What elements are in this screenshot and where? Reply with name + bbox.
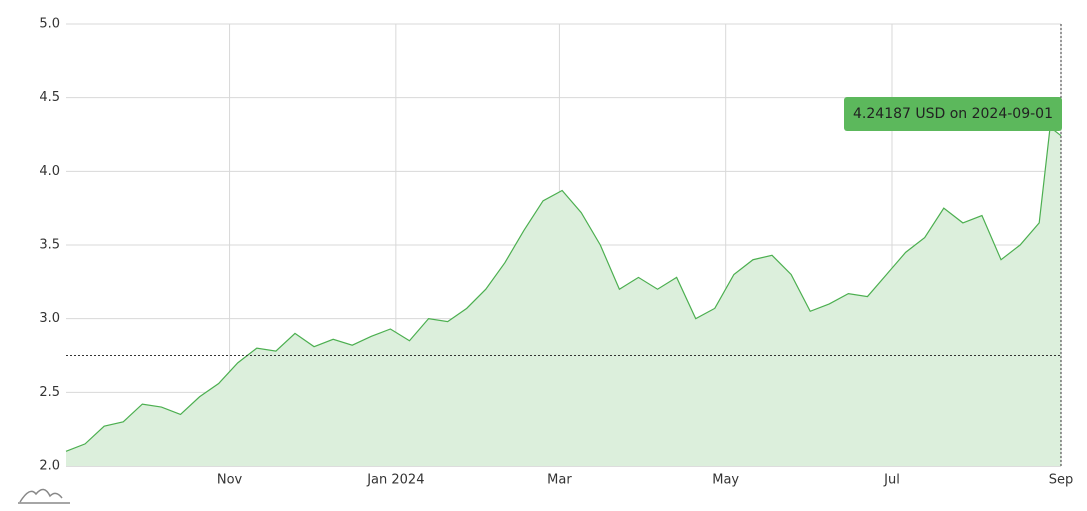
x-tick-label: Jul (883, 473, 900, 488)
y-tick-label: 2.5 (39, 385, 60, 400)
x-tick-label: Nov (217, 473, 243, 488)
tooltip-box (844, 97, 1062, 131)
logo (18, 488, 70, 504)
y-tick-label: 5.0 (39, 17, 60, 32)
price-line (65, 125, 1062, 452)
y-tick-label: 3.5 (39, 238, 60, 253)
y-tick-label: 4.0 (39, 164, 60, 179)
y-tick-label: 3.0 (39, 311, 60, 326)
tooltip-text: 4.24187 USD on 2024-09-01 (853, 106, 1053, 122)
tooltip: 4.24187 USD on 2024-09-01 (844, 97, 1062, 131)
x-tick-label: Jan 2024 (366, 473, 424, 488)
area-fill (66, 127, 1061, 466)
x-tick-label: Mar (547, 473, 572, 488)
x-tick-label: Sep (1049, 473, 1074, 488)
y-tick-label: 4.5 (39, 90, 60, 105)
x-tick-label: May (712, 473, 739, 488)
y-tick-label: 2.0 (39, 459, 60, 474)
